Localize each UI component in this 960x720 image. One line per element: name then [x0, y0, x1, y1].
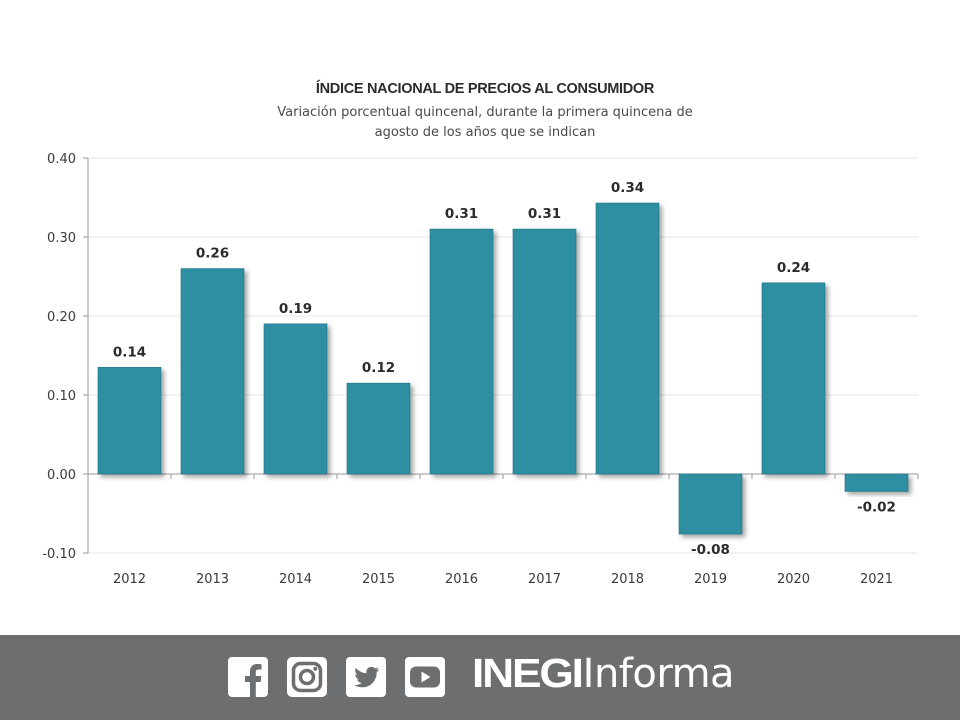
data-label: 0.31 — [528, 206, 561, 222]
x-tick-label: 2018 — [611, 572, 644, 587]
bar — [678, 473, 743, 535]
x-tick-label: 2012 — [113, 572, 146, 587]
y-tick-label: -0.10 — [42, 547, 76, 562]
youtube-icon[interactable] — [405, 657, 445, 697]
x-tick-label: 2020 — [777, 572, 810, 587]
y-tick-label: 0.40 — [47, 152, 76, 167]
bar — [595, 202, 660, 475]
chart: ÍNDICE NACIONAL DE PRECIOS AL CONSUMIDOR… — [42, 80, 919, 587]
x-tick-label: 2015 — [362, 572, 395, 587]
y-tick-label: 0.30 — [47, 231, 76, 246]
bar — [761, 282, 826, 475]
x-tick-label: 2014 — [279, 572, 312, 587]
inegi-informa-logo: INEGI Informa — [472, 650, 735, 706]
footer-bar — [0, 635, 960, 720]
chart-subtitle-line-1: Variación porcentual quincenal, durante … — [277, 105, 693, 120]
bar — [97, 367, 162, 475]
data-label: 0.12 — [362, 360, 395, 376]
instagram-icon[interactable] — [287, 657, 327, 697]
chart-subtitle-line-2: agosto de los años que se indican — [375, 125, 596, 140]
data-label: 0.34 — [611, 180, 644, 196]
x-tick-label: 2019 — [694, 572, 727, 587]
bar — [263, 323, 328, 475]
bar — [180, 268, 245, 475]
data-label: 0.26 — [196, 246, 229, 262]
y-tick-label: 0.00 — [47, 468, 76, 483]
facebook-icon[interactable] — [228, 657, 268, 697]
x-tick-label: 2017 — [528, 572, 561, 587]
x-tick-label: 2021 — [860, 572, 893, 587]
x-tick-label: 2013 — [196, 572, 229, 587]
bar — [844, 473, 909, 492]
data-label: 0.24 — [777, 260, 810, 276]
data-label: 0.31 — [445, 206, 478, 222]
brand-inegi: INEGI — [472, 650, 584, 696]
x-tick-label: 2016 — [445, 572, 478, 587]
bar — [346, 382, 411, 475]
data-label: -0.08 — [691, 542, 730, 558]
brand-informa: Informa — [582, 651, 735, 697]
chart-title: ÍNDICE NACIONAL DE PRECIOS AL CONSUMIDOR — [316, 80, 655, 97]
bar — [512, 228, 577, 475]
data-label: 0.14 — [113, 344, 146, 360]
data-label: 0.19 — [279, 301, 312, 317]
bar — [429, 228, 494, 475]
data-label: -0.02 — [857, 499, 896, 515]
y-tick-label: 0.20 — [47, 310, 76, 325]
y-tick-label: 0.10 — [47, 389, 76, 404]
twitter-icon[interactable] — [346, 657, 386, 697]
